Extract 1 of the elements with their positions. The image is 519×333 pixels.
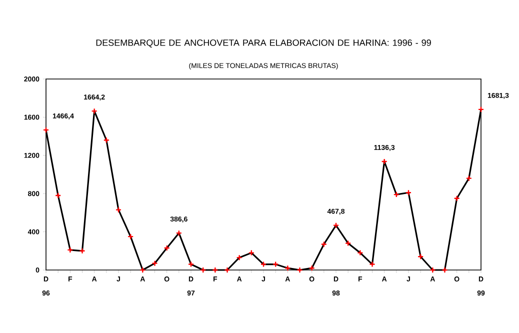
chart-title: DESEMBARQUE DE ANCHOVETA PARA ELABORACION DE HARINA: 1996 - 99	[96, 39, 431, 48]
